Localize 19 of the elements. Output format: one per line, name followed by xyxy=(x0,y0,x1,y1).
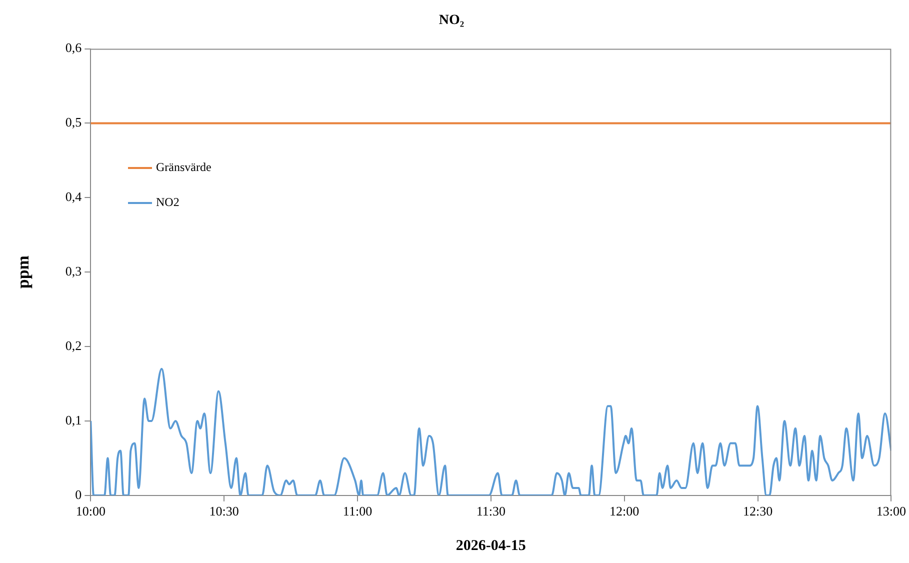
x-axis-title: 2026-04-15 xyxy=(456,538,526,554)
x-tick-label: 11:30 xyxy=(476,504,506,519)
y-tick-label: 0 xyxy=(75,486,82,502)
y-tick-label: 0,1 xyxy=(65,412,82,428)
y-tick-label: 0,2 xyxy=(65,338,82,353)
y-tick-label: 0,4 xyxy=(65,189,82,204)
y-tick-label: 0,3 xyxy=(65,264,82,279)
x-tick-label: 13:00 xyxy=(876,504,906,519)
y-tick-label: 0,6 xyxy=(65,40,82,56)
y-tick-label: 0,5 xyxy=(65,114,82,130)
legend-label: NO2 xyxy=(156,195,180,210)
chart-title: NO₂ xyxy=(438,13,464,28)
legend-label: Gränsvärde xyxy=(156,160,212,175)
y-axis-title: ppm xyxy=(14,256,33,289)
x-tick-label: 12:30 xyxy=(742,504,773,519)
x-tick-label: 10:00 xyxy=(76,504,106,519)
x-tick-label: 12:00 xyxy=(610,504,640,519)
x-tick-label: 11:00 xyxy=(342,504,372,519)
x-tick-label: 10:30 xyxy=(209,504,239,519)
